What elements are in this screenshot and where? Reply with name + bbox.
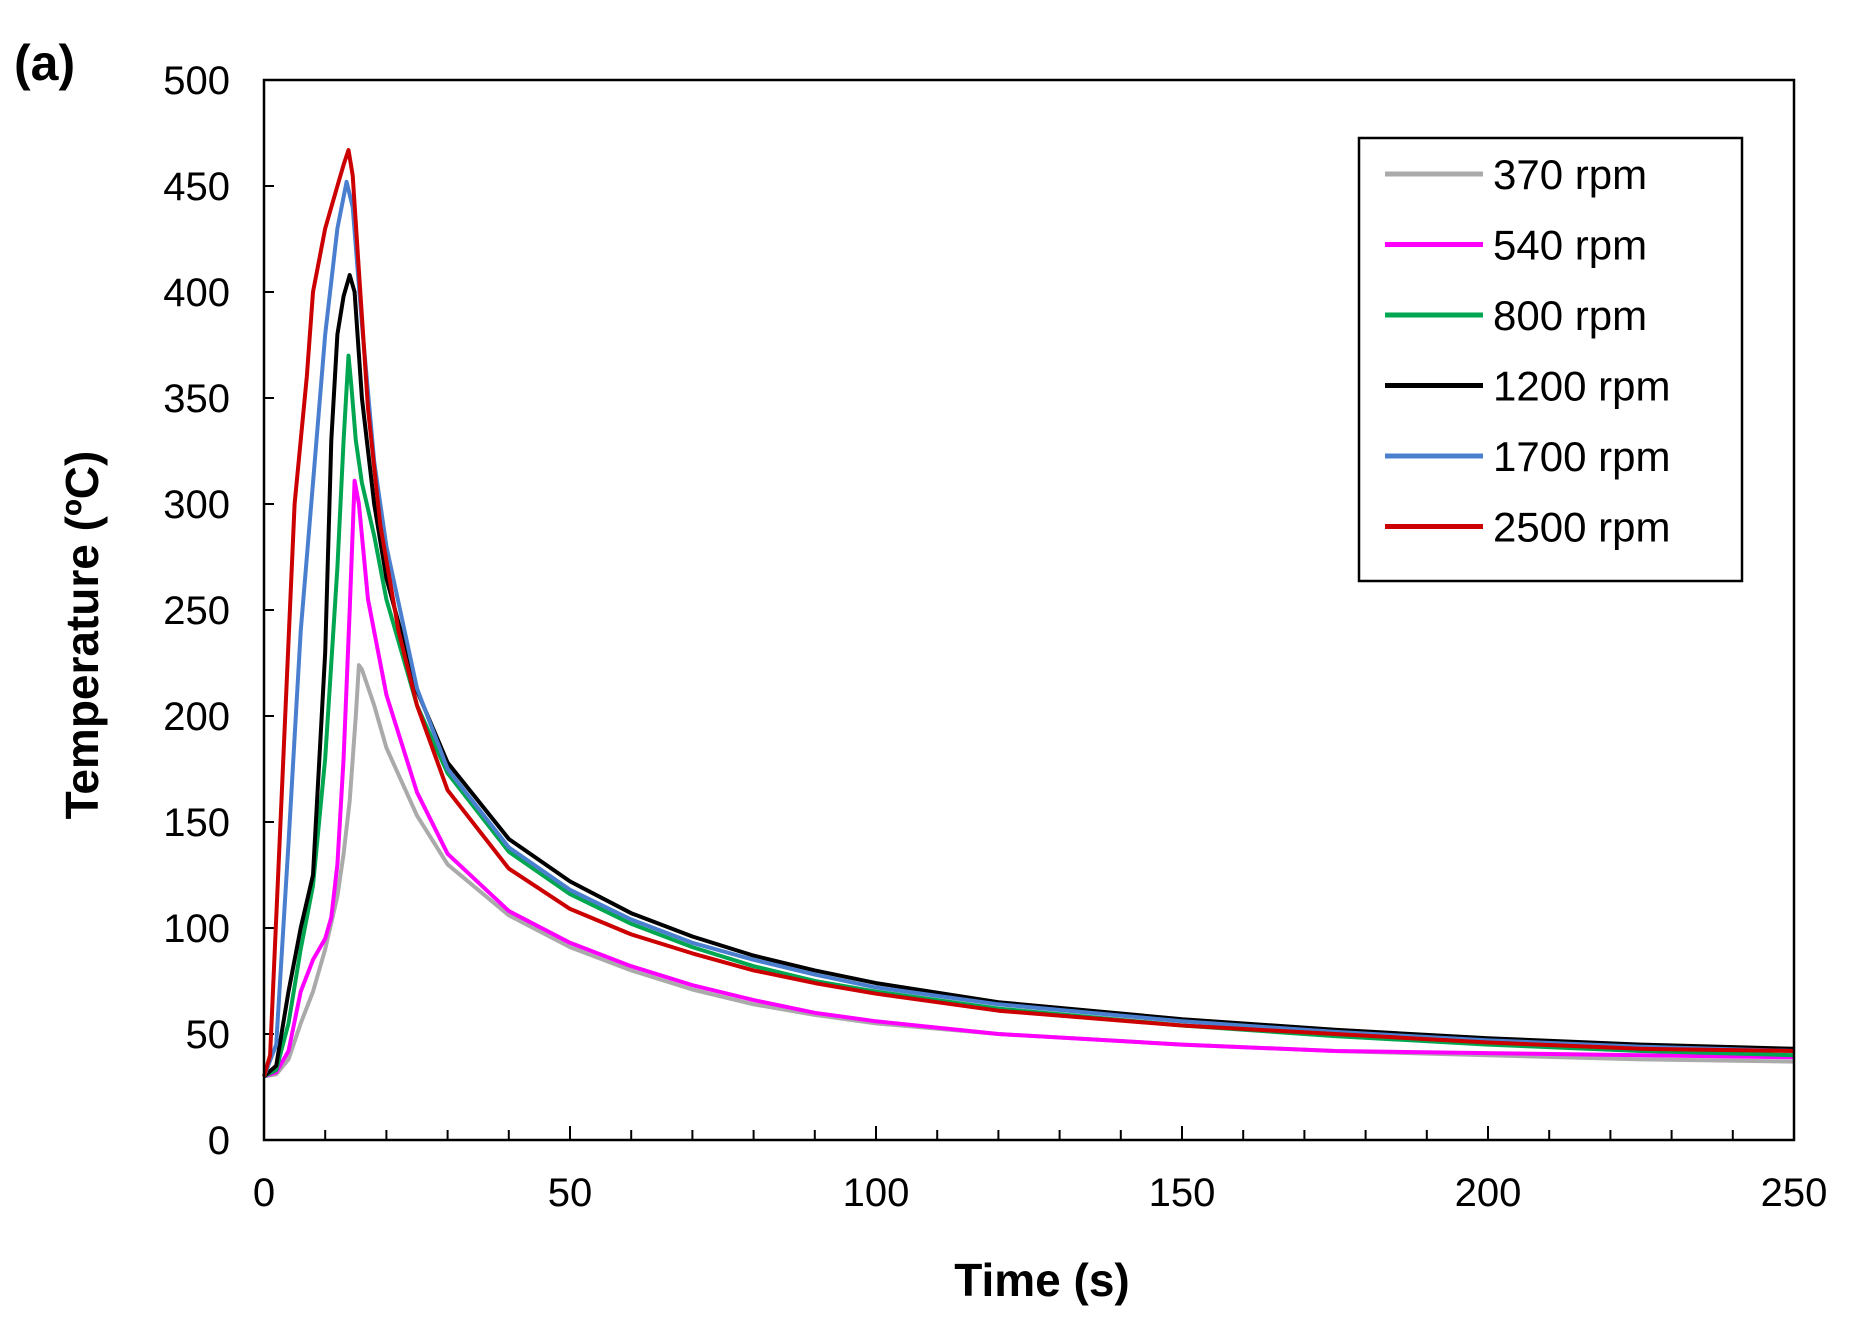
legend-label: 370 rpm [1493, 151, 1647, 198]
legend-label: 1200 rpm [1493, 363, 1670, 410]
legend: 370 rpm 540 rpm 800 rpm 1200 rpm 1700 rpm 250… [1357, 136, 1744, 583]
x-tick-label: 150 [1149, 1171, 1216, 1215]
legend-label: 800 rpm [1493, 292, 1647, 339]
panel-label: (a) [14, 35, 75, 91]
x-tick-label: 250 [1761, 1171, 1828, 1215]
y-tick-label: 100 [163, 907, 230, 951]
y-tick-label: 200 [163, 695, 230, 739]
y-tick-label: 150 [163, 801, 230, 845]
y-tick-label: 300 [163, 483, 230, 527]
series-line-540-rpm [263, 478, 1795, 1079]
y-tick-label: 500 [163, 59, 230, 103]
x-axis: 0 50 100 150 200 250 [253, 1126, 1828, 1215]
x-tick-label: 100 [843, 1171, 910, 1215]
legend-label: 2500 rpm [1493, 504, 1670, 551]
y-tick-label: 450 [163, 165, 230, 209]
y-tick-label: 0 [208, 1119, 230, 1163]
series-lines [262, 148, 1795, 1079]
y-axis-title: Temperature (ºC) [56, 451, 108, 820]
legend-label: 540 rpm [1493, 222, 1647, 269]
x-tick-label: 50 [548, 1171, 593, 1215]
y-tick-label: 350 [163, 377, 230, 421]
y-axis: 0 50 100 150 200 250 300 350 400 450 500 [163, 59, 274, 1163]
series-line-1700-rpm [262, 179, 1795, 1078]
x-axis-title: Time (s) [954, 1254, 1130, 1306]
series-line-2500-rpm [262, 148, 1795, 1077]
x-tick-label: 200 [1455, 1171, 1522, 1215]
y-tick-label: 400 [163, 271, 230, 315]
y-tick-label: 250 [163, 589, 230, 633]
y-tick-label: 50 [186, 1013, 231, 1057]
x-tick-label: 0 [253, 1171, 275, 1215]
plot-frame [262, 78, 1796, 1142]
legend-box [1357, 136, 1744, 583]
legend-label: 1700 rpm [1493, 433, 1670, 480]
